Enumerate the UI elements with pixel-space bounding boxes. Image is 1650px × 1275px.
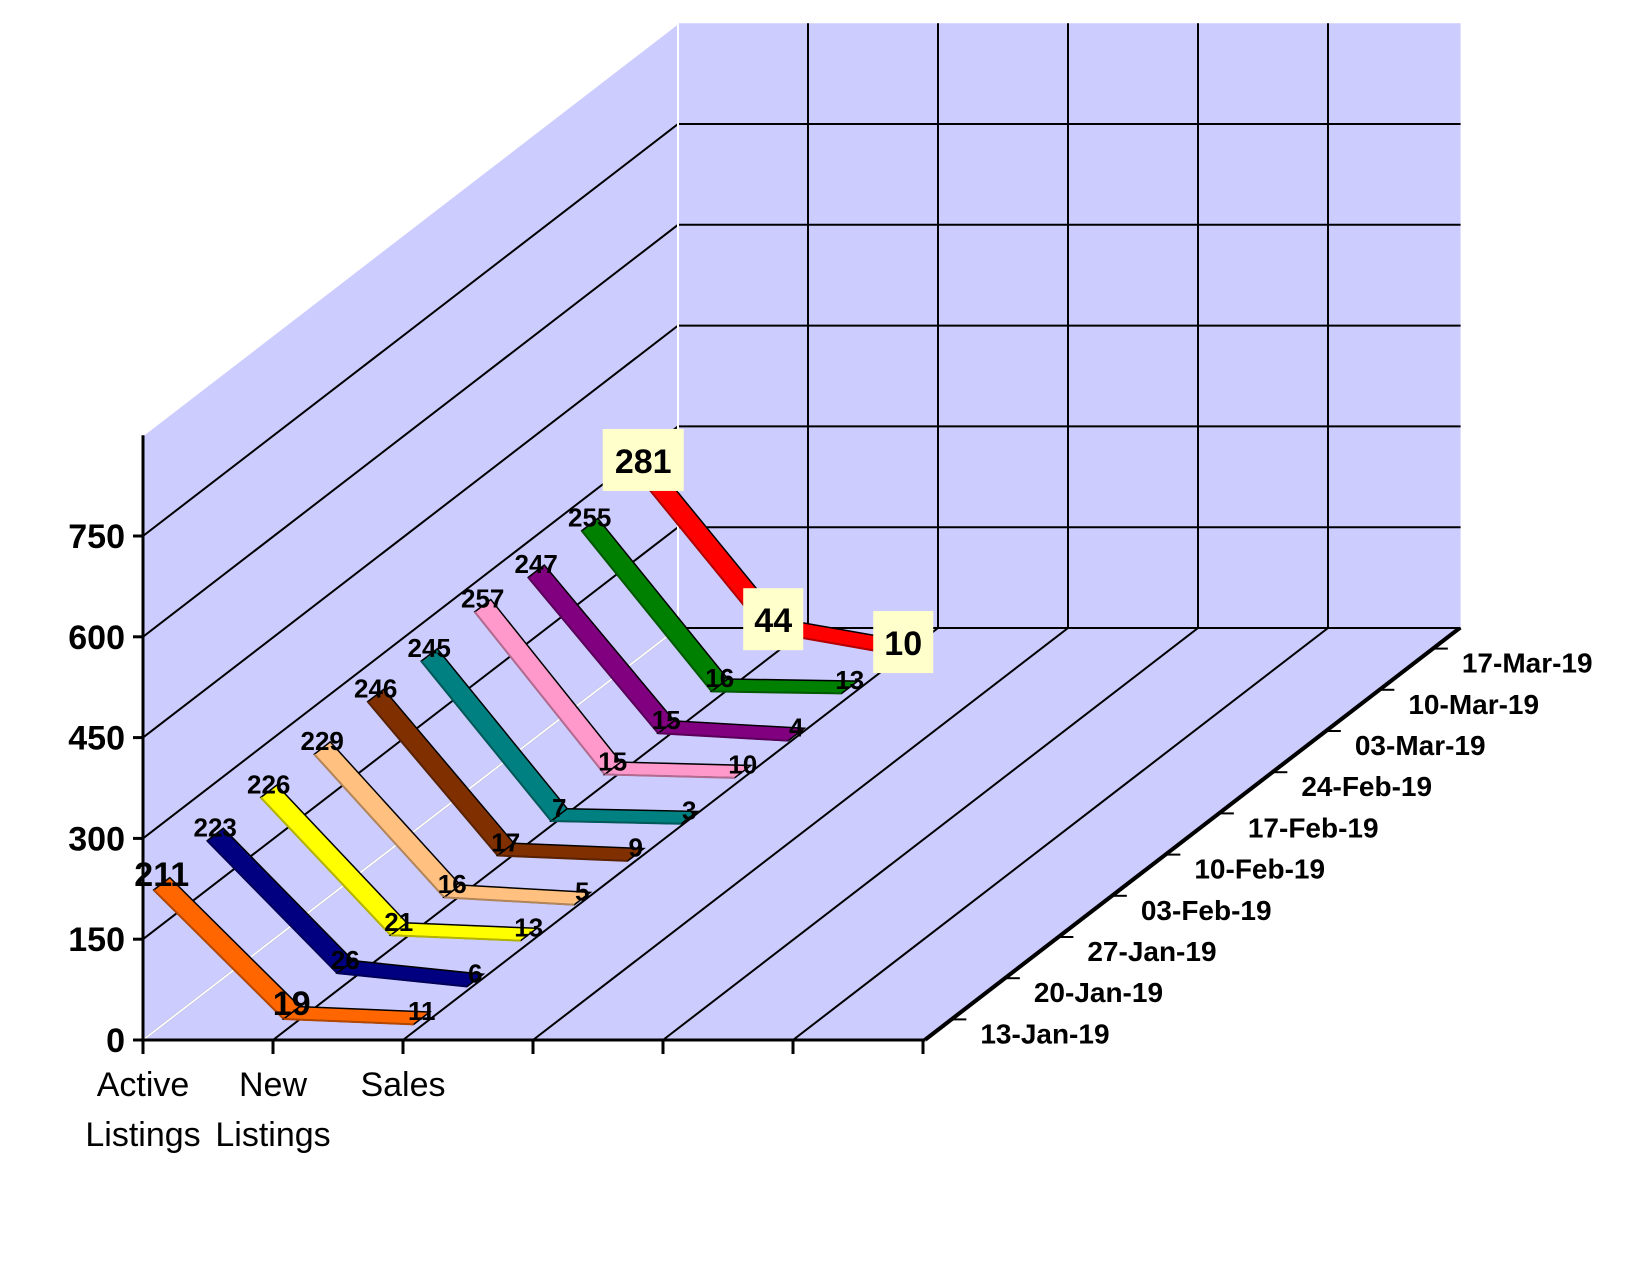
ribbon-edge bbox=[711, 690, 842, 695]
depth-tick-label: 03-Mar-19 bbox=[1355, 730, 1486, 761]
ribbon-edge bbox=[337, 972, 468, 988]
series-ribbons bbox=[152, 458, 914, 1026]
data-label-box bbox=[743, 588, 804, 651]
wall-edge bbox=[142, 22, 679, 436]
ribbon-edge bbox=[420, 660, 552, 822]
data-label: 13 bbox=[514, 912, 543, 942]
x-tick-label: Sales bbox=[360, 1066, 445, 1104]
depth-axis bbox=[924, 626, 1462, 1042]
data-label: 17 bbox=[491, 827, 520, 857]
data-label: 15 bbox=[598, 746, 627, 776]
data-label: 21 bbox=[384, 907, 413, 937]
depth-tick-label: 13-Jan-19 bbox=[980, 1018, 1109, 1049]
depth-tick-label: 27-Jan-19 bbox=[1087, 936, 1216, 967]
data-label: 11 bbox=[408, 996, 436, 1026]
y-tick-label: 0 bbox=[106, 1022, 125, 1060]
ribbon-edge bbox=[473, 611, 606, 776]
y-tick-label: 300 bbox=[68, 820, 125, 858]
x-tick-label: New bbox=[239, 1066, 307, 1104]
x-tick-label: Active bbox=[97, 1066, 190, 1104]
ribbon-edge bbox=[658, 732, 789, 742]
ribbon-edge bbox=[152, 889, 285, 1020]
depth-tick-label: 10-Mar-19 bbox=[1408, 689, 1539, 720]
data-label: 255 bbox=[568, 503, 611, 533]
x-tick-label-line2: Listings bbox=[85, 1116, 200, 1154]
x-tick-label-line2: Listings bbox=[215, 1116, 330, 1154]
gridline-x-floor bbox=[532, 627, 1069, 1041]
data-label: 247 bbox=[515, 549, 558, 579]
ribbon-edge bbox=[580, 530, 713, 693]
depth-tick-label: 17-Feb-19 bbox=[1248, 812, 1379, 843]
gridlines bbox=[142, 22, 1461, 1041]
axes: 0 150 300 450 600 750 Active Listings New Listing… bbox=[68, 435, 1593, 1154]
data-label: 223 bbox=[194, 813, 237, 843]
data-label: 3 bbox=[682, 796, 696, 826]
data-label: 257 bbox=[461, 584, 504, 614]
data-label: 26 bbox=[331, 945, 360, 975]
data-label: 281 bbox=[615, 443, 672, 481]
data-label: 9 bbox=[628, 833, 642, 863]
y-tick-label: 600 bbox=[68, 619, 125, 657]
ribbon-edge bbox=[366, 701, 499, 857]
y-tick-label: 450 bbox=[68, 720, 125, 758]
data-label: 245 bbox=[408, 633, 451, 663]
ribbon-edge bbox=[283, 1017, 414, 1026]
depth-tick-label: 17-Mar-19 bbox=[1462, 648, 1593, 679]
data-label: 13 bbox=[835, 665, 864, 695]
gridline-x-floor bbox=[922, 627, 1459, 1041]
data-label: 246 bbox=[354, 673, 397, 703]
data-label: 4 bbox=[789, 712, 804, 742]
data-label: 229 bbox=[301, 726, 344, 756]
data-label: 5 bbox=[575, 877, 589, 907]
depth-tick-label: 03-Feb-19 bbox=[1141, 895, 1272, 926]
ribbon-edge bbox=[259, 796, 392, 936]
y-tick-label: 750 bbox=[68, 518, 125, 556]
data-label-box bbox=[602, 428, 684, 491]
data-label-box bbox=[873, 611, 934, 674]
data-label: 7 bbox=[552, 793, 566, 823]
data-labels: 281 44 10 255 16 13 247 15 4 257 15 10 245 7 3 246 17 9 22… bbox=[134, 428, 934, 1026]
data-label: 16 bbox=[438, 869, 467, 899]
ribbon-edge bbox=[444, 896, 575, 906]
ribbon-edge bbox=[551, 820, 682, 825]
ribbon-edge bbox=[604, 773, 735, 779]
data-label: 16 bbox=[705, 663, 734, 693]
data-label: 10 bbox=[728, 750, 757, 780]
data-label: 15 bbox=[652, 705, 681, 735]
depth-tick-label: 20-Jan-19 bbox=[1034, 977, 1163, 1008]
gridline-x-floor bbox=[662, 627, 1199, 1041]
depth-tick-label: 10-Feb-19 bbox=[1194, 854, 1325, 885]
ribbon-edge bbox=[497, 854, 628, 862]
depth-tick-label: 24-Feb-19 bbox=[1301, 771, 1432, 802]
data-label: 10 bbox=[884, 625, 922, 663]
data-label: 19 bbox=[273, 985, 311, 1023]
ribbon-edge bbox=[390, 934, 521, 942]
data-label: 226 bbox=[247, 769, 290, 799]
y-tick-label: 150 bbox=[68, 921, 125, 959]
data-label: 44 bbox=[754, 602, 792, 640]
ribbon-edge bbox=[527, 576, 659, 734]
data-label: 6 bbox=[468, 958, 482, 988]
data-label: 211 bbox=[134, 856, 189, 894]
gridline-x-floor bbox=[402, 627, 939, 1041]
gridline-x-floor bbox=[792, 627, 1329, 1041]
ribbon-edge bbox=[206, 840, 338, 974]
ribbon-edge bbox=[313, 753, 445, 899]
